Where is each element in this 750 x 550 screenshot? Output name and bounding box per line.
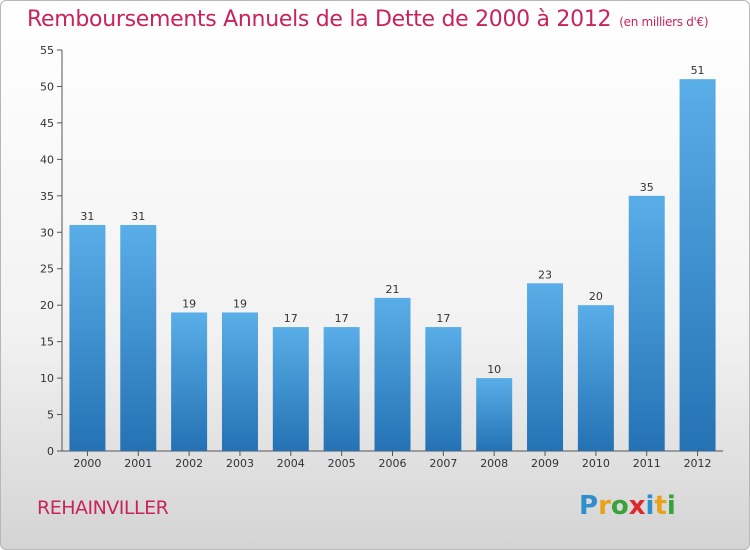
x-tick-label: 2010 xyxy=(582,457,610,470)
x-tick-label: 2005 xyxy=(328,457,356,470)
data-label: 17 xyxy=(335,312,349,325)
x-tick-label: 2011 xyxy=(633,457,661,470)
logo-letter: r xyxy=(598,491,611,521)
y-tick-label: 35 xyxy=(40,190,54,203)
proxiti-logo: Proxiti xyxy=(579,491,676,521)
y-tick-label: 20 xyxy=(40,299,54,312)
x-tick-label: 2002 xyxy=(175,457,203,470)
bar-2001 xyxy=(120,224,157,451)
logo-letter: i xyxy=(645,491,655,521)
bar-2006 xyxy=(374,297,411,451)
title-text: Remboursements Annuels de la Dette de 20… xyxy=(27,7,612,32)
data-label: 35 xyxy=(640,181,654,194)
data-label: 17 xyxy=(436,312,450,325)
logo-letter: i xyxy=(666,491,676,521)
data-label: 17 xyxy=(284,312,298,325)
chart-title: Remboursements Annuels de la Dette de 20… xyxy=(27,7,709,32)
y-tick-label: 40 xyxy=(40,153,54,166)
commune-name: REHAINVILLER xyxy=(37,497,169,519)
y-tick-label: 45 xyxy=(40,117,54,130)
bar-2009 xyxy=(527,283,564,451)
x-tick-label: 2009 xyxy=(531,457,559,470)
logo-letter: o xyxy=(610,491,629,521)
bars xyxy=(69,79,716,451)
bar-2003 xyxy=(221,312,258,451)
bar-2004 xyxy=(272,327,309,451)
data-label: 23 xyxy=(538,268,552,281)
data-label: 20 xyxy=(589,290,603,303)
bar-2010 xyxy=(577,305,614,451)
y-tick-label: 0 xyxy=(47,445,54,458)
x-tick-label: 2008 xyxy=(480,457,508,470)
y-tick-label: 5 xyxy=(47,409,54,422)
x-tick-label: 2007 xyxy=(429,457,457,470)
bar-2007 xyxy=(425,327,462,451)
data-label: 19 xyxy=(182,297,196,310)
data-label: 31 xyxy=(131,210,145,223)
data-labels: 31 31 19 19 17 17 21 17 10 23 20 35 51 xyxy=(80,64,704,376)
y-tick-label: 55 xyxy=(40,44,54,57)
x-tick-label: 2001 xyxy=(124,457,152,470)
bar-2012 xyxy=(679,79,716,451)
data-label: 21 xyxy=(386,283,400,296)
bar-2000 xyxy=(69,224,106,451)
logo-letter: x xyxy=(628,491,646,521)
y-tick-label: 30 xyxy=(40,226,54,239)
data-label: 51 xyxy=(691,64,705,77)
x-tick-label: 2012 xyxy=(684,457,712,470)
y-tick-label: 50 xyxy=(40,80,54,93)
bar-2005 xyxy=(323,327,360,451)
y-tick-label: 25 xyxy=(40,263,54,276)
chart-subtitle: (en milliers d'€) xyxy=(619,15,709,29)
x-tick-label: 2006 xyxy=(379,457,407,470)
data-label: 10 xyxy=(487,363,501,376)
axes: 0 5 10 15 20 25 30 35 40 45 50 55 2000 2001 2002 2003 20… xyxy=(40,44,723,470)
x-tick-label: 2000 xyxy=(73,457,101,470)
bar-2008 xyxy=(476,378,513,451)
data-label: 19 xyxy=(233,297,247,310)
bar-2002 xyxy=(171,312,208,451)
bar-2011 xyxy=(628,195,665,451)
x-tick-label: 2003 xyxy=(226,457,254,470)
logo-letter: P xyxy=(579,491,599,521)
data-label: 31 xyxy=(80,210,94,223)
y-tick-label: 10 xyxy=(40,372,54,385)
logo-letter: t xyxy=(654,491,667,521)
x-tick-label: 2004 xyxy=(277,457,305,470)
y-tick-label: 15 xyxy=(40,336,54,349)
